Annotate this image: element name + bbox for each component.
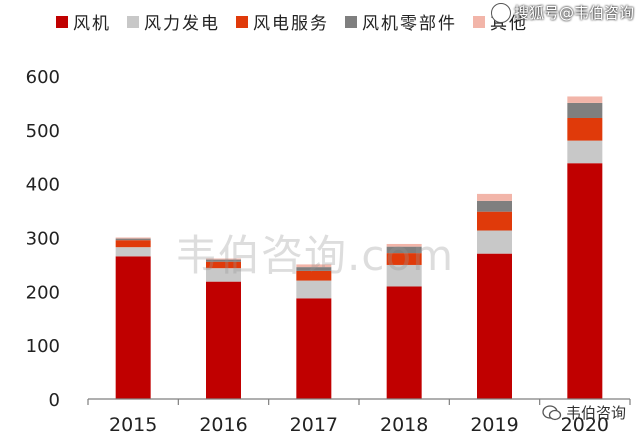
bar-segment-2016-series-1 <box>206 268 241 282</box>
bar-segment-2017-series-4 <box>296 264 332 268</box>
legend-swatch-fengji <box>56 15 68 28</box>
bar-segment-2016-series-4 <box>206 258 241 260</box>
y-tick-label-400: 400 <box>26 175 60 196</box>
bar-segment-2017-series-1 <box>296 280 332 299</box>
bar-segment-2015-series-0 <box>115 256 151 399</box>
bar-segment-2017-series-0 <box>296 298 332 399</box>
legend-swatch-fengji-lingbujian <box>345 15 357 28</box>
y-tick-label-100: 100 <box>26 336 60 357</box>
bar-segment-2018-series-4 <box>386 243 422 247</box>
legend-item-fengdian-fuwu[interactable]: 风电服务 <box>236 9 329 34</box>
watermark-bottom-text: 韦伯咨询 <box>565 404 626 422</box>
x-tick-label-2019: 2019 <box>470 414 518 436</box>
legend-label-fengji-lingbujian: 风机零部件 <box>362 14 457 34</box>
bar-segment-2019-series-3 <box>477 200 512 212</box>
legend-swatch-fengli-fadian <box>127 15 139 28</box>
bar-segment-2020-series-1 <box>567 140 603 164</box>
x-tick-label-2015: 2015 <box>109 414 157 436</box>
legend-item-fengji-lingbujian[interactable]: 风机零部件 <box>345 9 457 34</box>
y-tick-label-500: 500 <box>26 121 60 142</box>
bar-segment-2018-series-3 <box>386 246 422 254</box>
y-tick-label-300: 300 <box>26 229 60 250</box>
x-tick-label-2018: 2018 <box>380 414 428 436</box>
bar-segment-2020-series-0 <box>567 163 603 399</box>
watermark-center: 韦伯咨询.com <box>175 231 455 280</box>
legend-label-fengji: 风机 <box>73 14 111 34</box>
bar-segment-2017-series-3 <box>296 267 332 271</box>
bar-segment-2018-series-2 <box>386 253 422 265</box>
legend-swatch-qita <box>473 15 485 28</box>
watermark-bottom-right: 韦伯咨询 <box>542 402 626 423</box>
x-tick-label-2017: 2017 <box>290 414 338 436</box>
bar-segment-2019-series-4 <box>477 193 512 201</box>
legend-item-fengji[interactable]: 风机 <box>56 9 111 34</box>
bar-segment-2020-series-2 <box>567 117 603 141</box>
bar-segment-2015-series-4 <box>115 237 151 239</box>
bar-segment-2016-series-3 <box>206 259 241 262</box>
legend-label-fengli-fadian: 风力发电 <box>144 14 220 34</box>
x-tick-label-2020: 2020 <box>561 414 609 436</box>
bar-segment-2017-series-2 <box>296 270 332 281</box>
bar-segment-2019-series-1 <box>477 230 512 254</box>
y-tick-label-0: 0 <box>49 390 60 411</box>
bar-segment-2019-series-2 <box>477 211 512 231</box>
y-tick-label-600: 600 <box>26 67 60 88</box>
bar-segment-2020-series-4 <box>567 96 603 103</box>
legend-swatch-fengdian-fuwu <box>236 15 248 28</box>
bar-segment-2015-series-3 <box>115 238 151 241</box>
legend-label-fengdian-fuwu: 风电服务 <box>253 14 329 34</box>
bar-segment-2016-series-2 <box>206 261 241 269</box>
bar-segment-2015-series-2 <box>115 240 151 248</box>
y-tick-label-200: 200 <box>26 282 60 303</box>
legend: 风机 风力发电 风电服务 风机零部件 其他 <box>56 9 528 34</box>
watermark-top-right: 搜狐号@韦伯咨询 <box>490 2 634 23</box>
bar-segment-2016-series-0 <box>206 281 241 399</box>
legend-item-fengli-fadian[interactable]: 风力发电 <box>127 9 220 34</box>
bar-segment-2019-series-0 <box>477 253 512 399</box>
x-tick-label-2016: 2016 <box>199 414 247 436</box>
wechat-icon <box>542 404 562 421</box>
bar-segment-2015-series-1 <box>115 247 151 257</box>
watermark-top-text: 搜狐号@韦伯咨询 <box>513 4 634 22</box>
sohu-logo-icon <box>490 2 511 23</box>
bar-segment-2020-series-3 <box>567 102 603 118</box>
bar-segment-2018-series-0 <box>386 286 422 399</box>
bar-segment-2018-series-1 <box>386 264 422 287</box>
